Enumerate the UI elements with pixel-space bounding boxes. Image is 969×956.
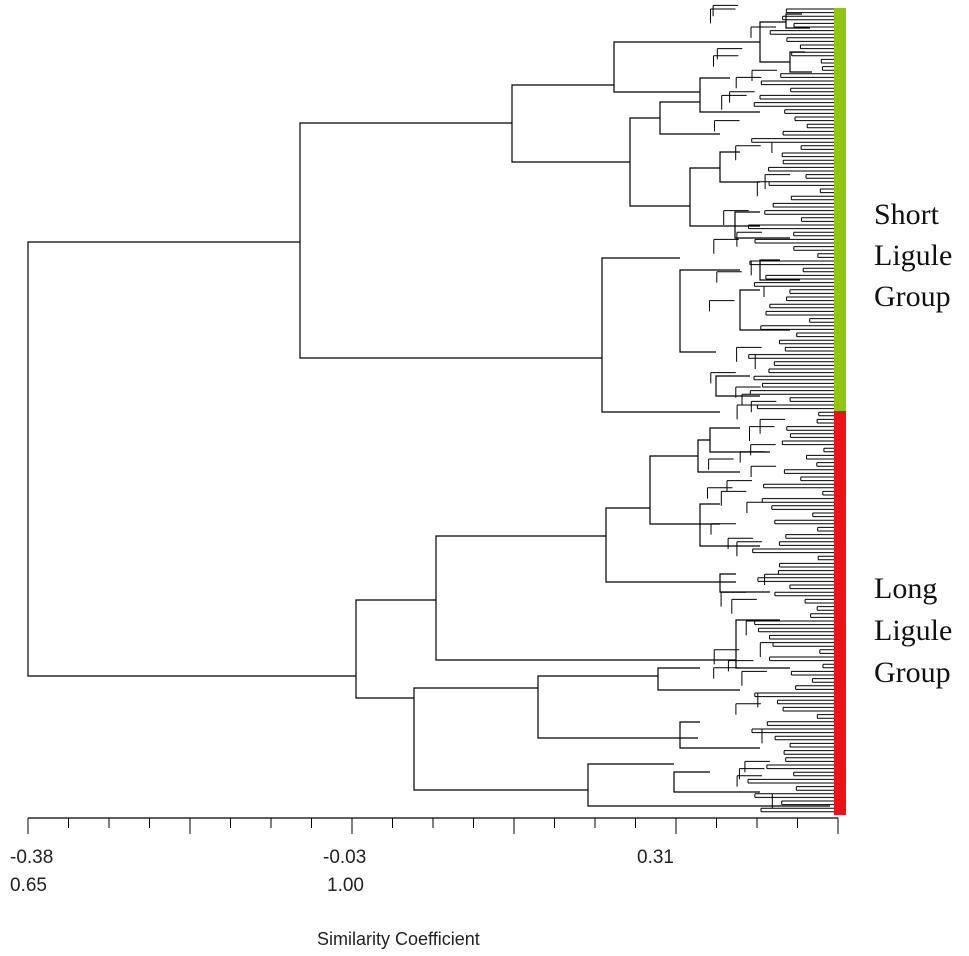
branch bbox=[699, 77, 760, 113]
branch bbox=[673, 771, 760, 793]
branch bbox=[697, 439, 740, 473]
branch bbox=[605, 507, 736, 583]
branch bbox=[613, 41, 760, 93]
branch bbox=[649, 455, 720, 525]
long-group-label: Long Ligule Group bbox=[874, 572, 960, 689]
branch bbox=[413, 687, 588, 791]
branch bbox=[719, 151, 760, 183]
branch bbox=[789, 51, 812, 73]
long-group-bar bbox=[834, 411, 846, 815]
tick-label-1-secondary: 0.65 bbox=[10, 875, 47, 896]
branch bbox=[785, 13, 810, 29]
axis-title: Similarity Coefficient bbox=[317, 929, 480, 949]
tick-label-2: -0.03 bbox=[323, 847, 366, 868]
branch bbox=[435, 535, 736, 661]
branch bbox=[699, 503, 760, 547]
branch bbox=[735, 619, 790, 669]
axis-ticks bbox=[27, 818, 839, 834]
tick-label-2-secondary: 1.00 bbox=[327, 875, 364, 896]
branch bbox=[759, 21, 790, 63]
tick-label-1: -0.38 bbox=[10, 847, 53, 868]
branch bbox=[759, 259, 800, 281]
branch bbox=[689, 167, 760, 227]
branch bbox=[715, 375, 760, 397]
branch bbox=[657, 667, 740, 691]
dendrogram-leaves bbox=[707, 4, 834, 813]
branch bbox=[719, 573, 770, 593]
branch bbox=[679, 269, 740, 353]
root-branch bbox=[27, 241, 356, 677]
branch bbox=[601, 257, 720, 413]
leaf-branches bbox=[707, 4, 834, 813]
branch bbox=[679, 721, 760, 749]
branch bbox=[709, 427, 770, 453]
dendrogram-branches bbox=[27, 13, 830, 807]
short-group-branch bbox=[299, 122, 602, 359]
branch bbox=[734, 211, 790, 239]
long-group-branch bbox=[355, 599, 436, 699]
branch bbox=[537, 675, 698, 739]
short-group-label: Short Ligule Group bbox=[874, 198, 960, 313]
branch bbox=[659, 101, 720, 135]
branch bbox=[739, 289, 790, 331]
tick-label-3: 0.31 bbox=[637, 847, 674, 868]
branch bbox=[587, 763, 830, 807]
branch bbox=[629, 117, 690, 207]
branch bbox=[511, 84, 630, 163]
short-group-bar bbox=[834, 8, 846, 411]
